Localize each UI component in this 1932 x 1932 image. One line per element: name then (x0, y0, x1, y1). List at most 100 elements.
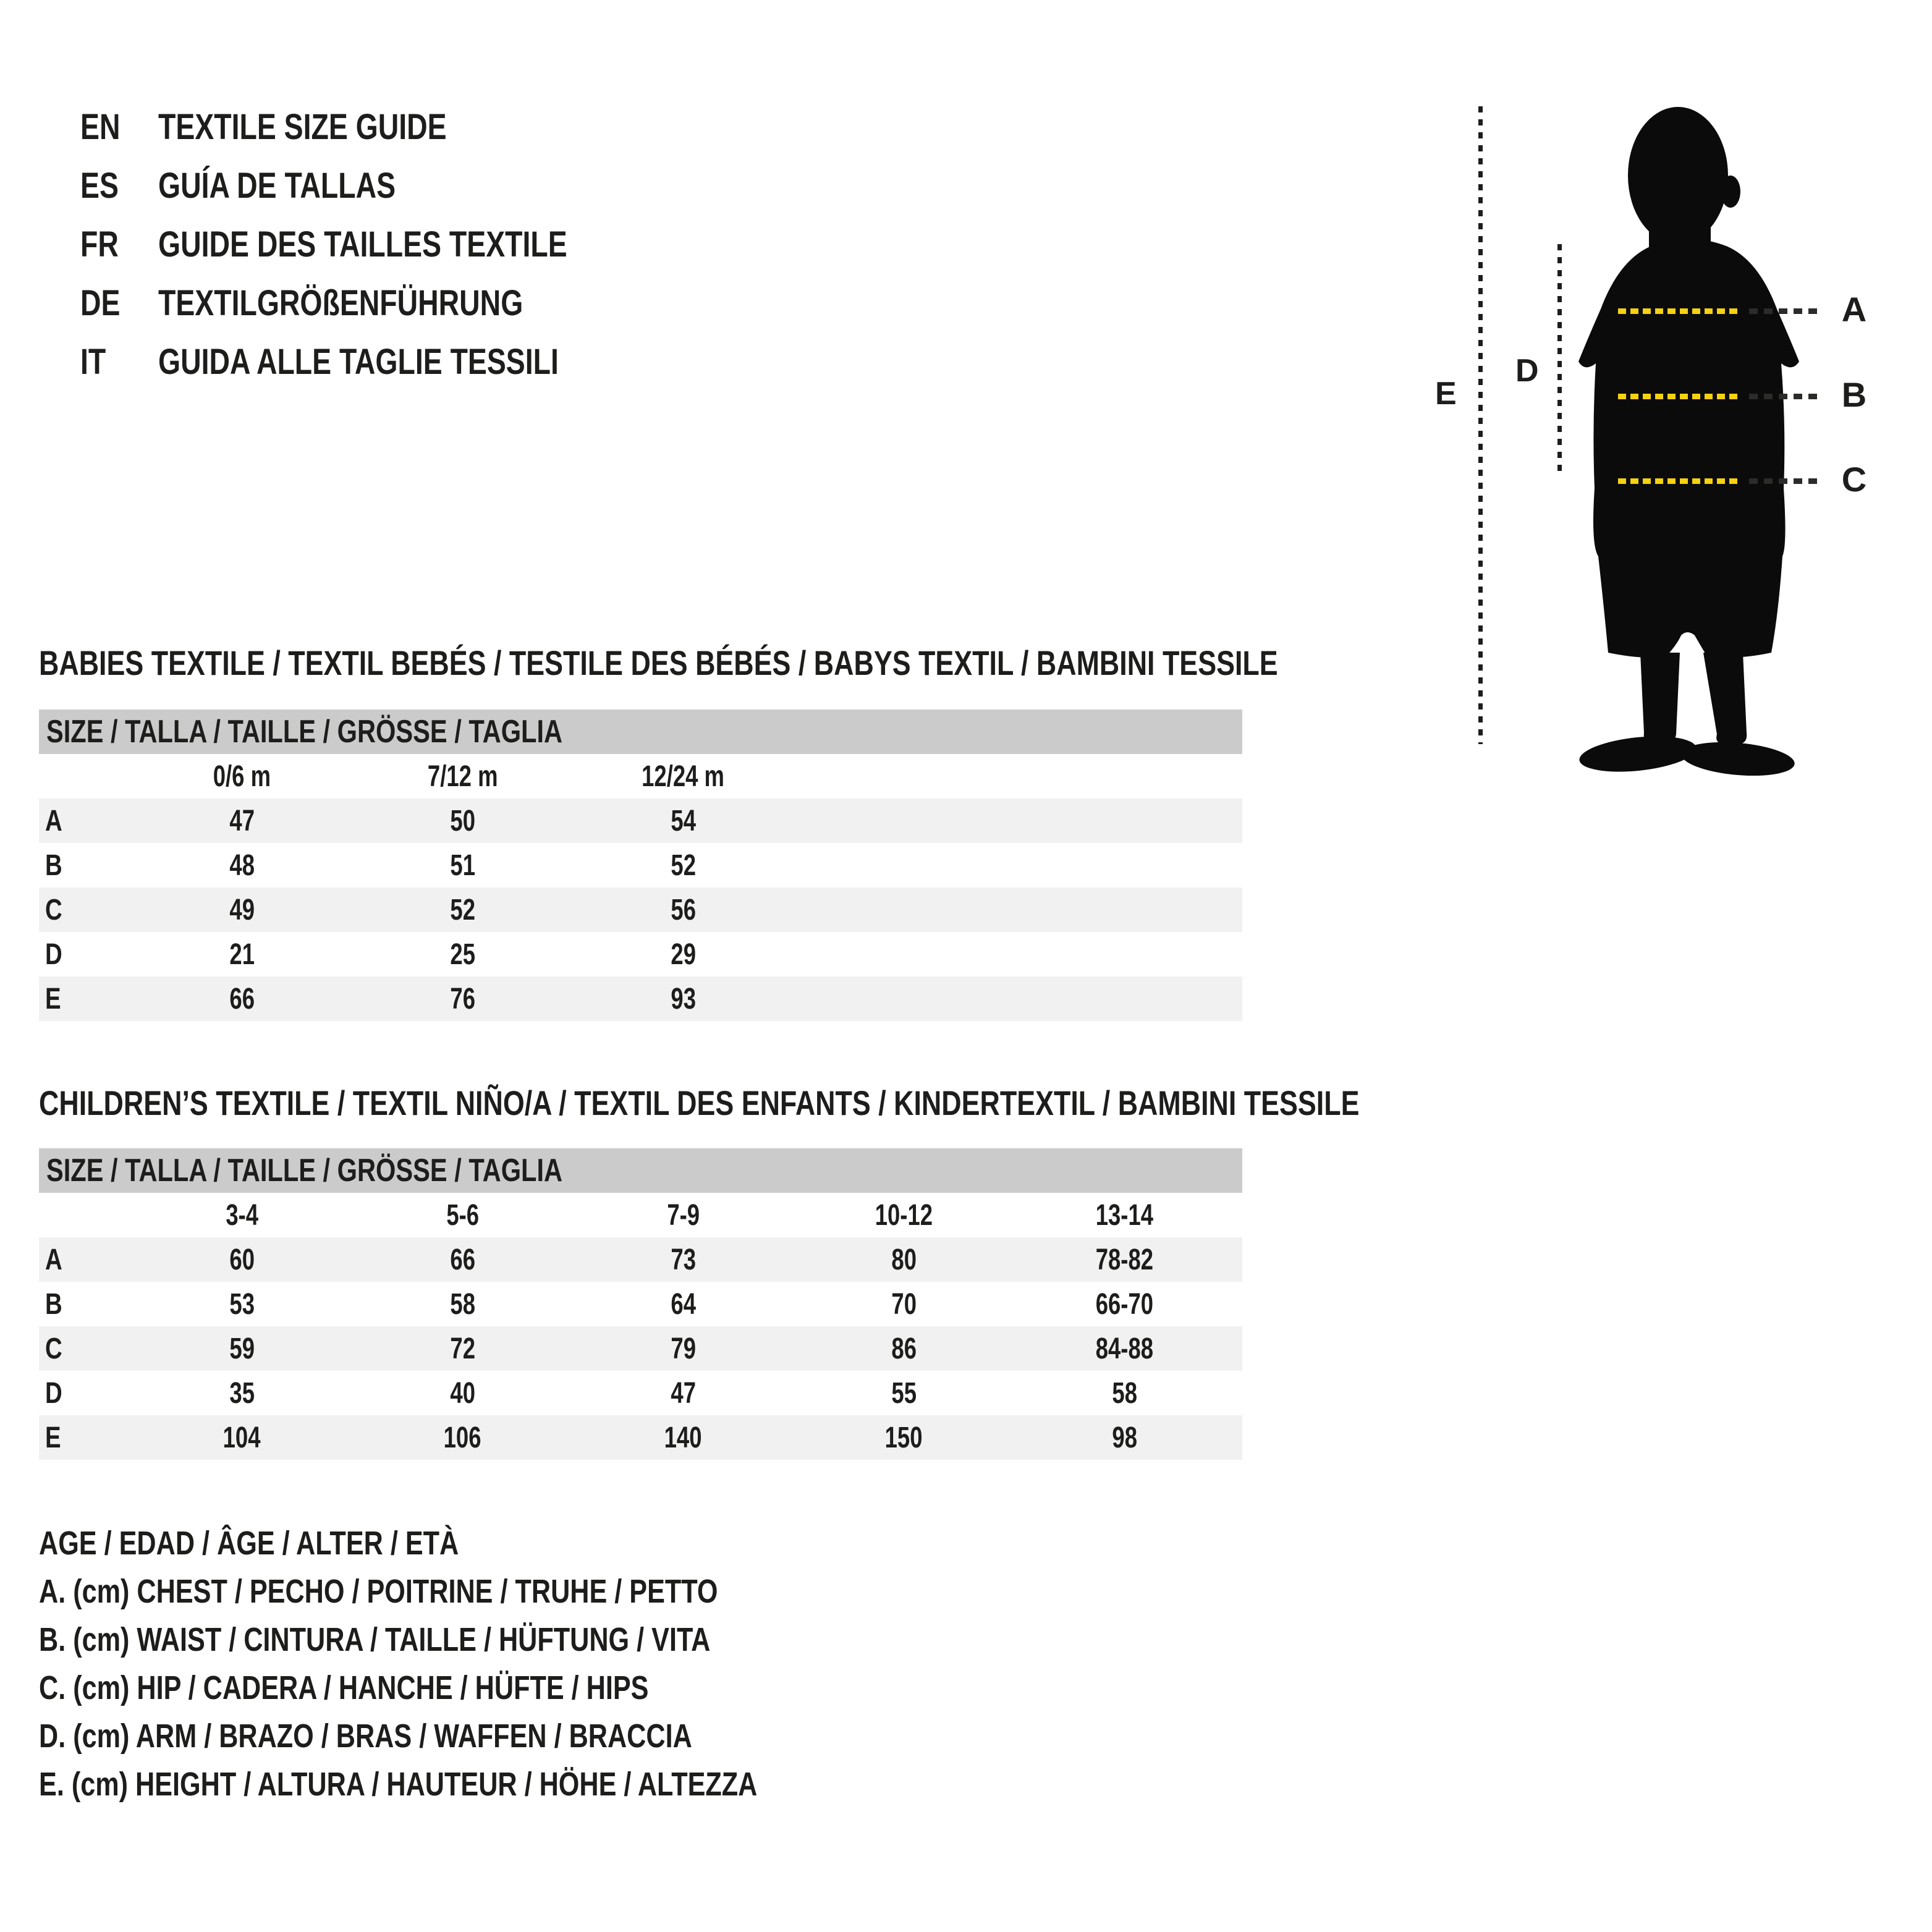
legend-age: AGE / EDAD / ÂGE / ALTER / ETÀ (39, 1525, 459, 1562)
table-cell: 72 (450, 1332, 475, 1365)
legend-arm: D. (cm) ARM / BRAZO / BRAS / WAFFEN / BR… (39, 1718, 692, 1755)
language-title-list: EN TEXTILE SIZE GUIDE ES GUÍA DE TALLAS … (80, 98, 669, 391)
row-label: C (45, 893, 62, 926)
table-row: E 66 76 93 (39, 977, 1242, 1021)
language-code: FR (80, 224, 119, 265)
column-header: 13-14 (1095, 1198, 1154, 1232)
table-cell: 25 (450, 938, 475, 971)
height-label: E (1435, 376, 1457, 412)
table-cell: 66 (450, 1243, 475, 1276)
column-header: 3-4 (226, 1198, 258, 1232)
legend-hip: C. (cm) HIP / CADERA / HANCHE / HÜFTE / … (39, 1669, 649, 1706)
waist-leader-line (1749, 394, 1822, 399)
language-row-it: IT GUIDA ALLE TAGLIE TESSILI (80, 333, 669, 391)
arm-label: D (1515, 353, 1539, 389)
table-cell: 40 (450, 1376, 475, 1410)
table-row: A 47 50 54 (39, 799, 1242, 843)
table-cell: 80 (891, 1243, 917, 1276)
table-cell: 51 (450, 849, 475, 882)
table-cell: 59 (229, 1332, 255, 1365)
child-silhouette-image (1578, 107, 1799, 776)
waist-label: B (1841, 375, 1867, 414)
table-cell: 60 (229, 1243, 255, 1276)
guide-title-fr: GUIDE DES TAILLES TEXTILE (158, 224, 567, 265)
column-header: 7-9 (667, 1198, 700, 1232)
size-header-bar: SIZE / TALLA / TAILLE / GRÖSSE / TAGLIA (39, 1148, 1242, 1193)
table-cell: 150 (885, 1421, 923, 1454)
measurement-legend: AGE / EDAD / ÂGE / ALTER / ETÀ A. (cm) C… (39, 1519, 937, 1808)
table-cell: 64 (671, 1287, 696, 1321)
table-cell: 104 (223, 1421, 261, 1454)
legend-chest: A. (cm) CHEST / PECHO / POITRINE / TRUHE… (39, 1573, 718, 1610)
language-code: DE (80, 283, 121, 323)
table-cell: 52 (671, 849, 696, 882)
table-cell: 140 (664, 1421, 702, 1454)
table-cell: 76 (450, 982, 475, 1015)
row-label: A (45, 1243, 62, 1276)
guide-title-it: GUIDA ALLE TAGLIE TESSILI (158, 342, 559, 382)
table-cell: 66 (229, 982, 255, 1015)
table-cell: 56 (671, 893, 696, 926)
row-label: C (45, 1332, 62, 1365)
guide-title-en: TEXTILE SIZE GUIDE (158, 107, 447, 147)
column-header: 12/24 m (642, 760, 725, 793)
chest-leader-line (1749, 308, 1822, 314)
column-header: 0/6 m (213, 760, 271, 793)
table-row: C 49 52 56 (39, 888, 1242, 932)
language-row-en: EN TEXTILE SIZE GUIDE (80, 98, 669, 156)
language-code: EN (80, 107, 121, 147)
arm-measure-line (1557, 244, 1562, 473)
table-cell: 79 (671, 1332, 696, 1365)
table-cell: 49 (229, 893, 255, 926)
column-header: 10-12 (875, 1198, 933, 1232)
chest-measure-line (1618, 308, 1742, 314)
language-code: IT (80, 342, 106, 382)
row-label: D (45, 1376, 62, 1410)
language-row-de: DE TEXTILGRÖßENFÜHRUNG (80, 274, 669, 333)
table-cell: 58 (450, 1287, 475, 1321)
language-row-fr: FR GUIDE DES TAILLES TEXTILE (80, 215, 669, 274)
row-label: B (45, 849, 62, 882)
table-cell: 52 (450, 893, 475, 926)
guide-title-de: TEXTILGRÖßENFÜHRUNG (158, 283, 523, 323)
children-section-title: CHILDREN’S TEXTILE / TEXTIL NIÑO/A / TEX… (39, 1083, 1360, 1122)
legend-waist: B. (cm) WAIST / CINTURA / TAILLE / HÜFTU… (39, 1621, 711, 1658)
column-header-row: 0/6 m 7/12 m 12/24 m (39, 754, 1242, 799)
table-cell: 21 (229, 938, 255, 971)
column-header-row: 3-4 5-6 7-9 10-12 13-14 (39, 1193, 1242, 1237)
babies-section-title: BABIES TEXTILE / TEXTIL BEBÉS / TESTILE … (39, 643, 1278, 682)
table-row: B 48 51 52 (39, 843, 1242, 888)
table-cell: 70 (891, 1287, 917, 1321)
table-row: C 59 72 79 86 84-88 (39, 1326, 1242, 1371)
row-label: E (45, 982, 61, 1015)
table-cell: 73 (671, 1243, 696, 1276)
table-cell: 54 (671, 804, 696, 837)
table-cell: 98 (1112, 1421, 1137, 1454)
table-cell: 47 (229, 804, 255, 837)
table-row: A 60 66 73 80 78-82 (39, 1237, 1242, 1282)
table-row: B 53 58 64 70 66-70 (39, 1282, 1242, 1326)
table-row: D 21 25 29 (39, 932, 1242, 977)
table-cell: 78-82 (1095, 1243, 1154, 1276)
size-header-bar: SIZE / TALLA / TAILLE / GRÖSSE / TAGLIA (39, 710, 1242, 754)
hip-label: C (1841, 460, 1867, 499)
table-cell: 106 (444, 1421, 481, 1454)
row-label: B (45, 1287, 62, 1321)
legend-height: E. (cm) HEIGHT / ALTURA / HAUTEUR / HÖHE… (39, 1766, 758, 1803)
chest-label: A (1841, 290, 1867, 329)
column-header: 7/12 m (427, 760, 498, 793)
measurement-figure: A B C D E (1434, 99, 1928, 797)
waist-measure-line (1618, 394, 1742, 399)
row-label: E (45, 1421, 61, 1454)
hip-measure-line (1618, 478, 1742, 484)
table-cell: 93 (671, 982, 696, 1015)
table-cell: 86 (891, 1332, 917, 1365)
language-code: ES (80, 166, 119, 206)
table-row: D 35 40 47 55 58 (39, 1371, 1242, 1415)
language-row-es: ES GUÍA DE TALLAS (80, 156, 669, 215)
table-row: E 104 106 140 150 98 (39, 1415, 1242, 1460)
table-cell: 35 (229, 1376, 255, 1410)
table-cell: 53 (229, 1287, 255, 1321)
table-cell: 58 (1112, 1376, 1137, 1410)
height-measure-line (1478, 106, 1483, 744)
